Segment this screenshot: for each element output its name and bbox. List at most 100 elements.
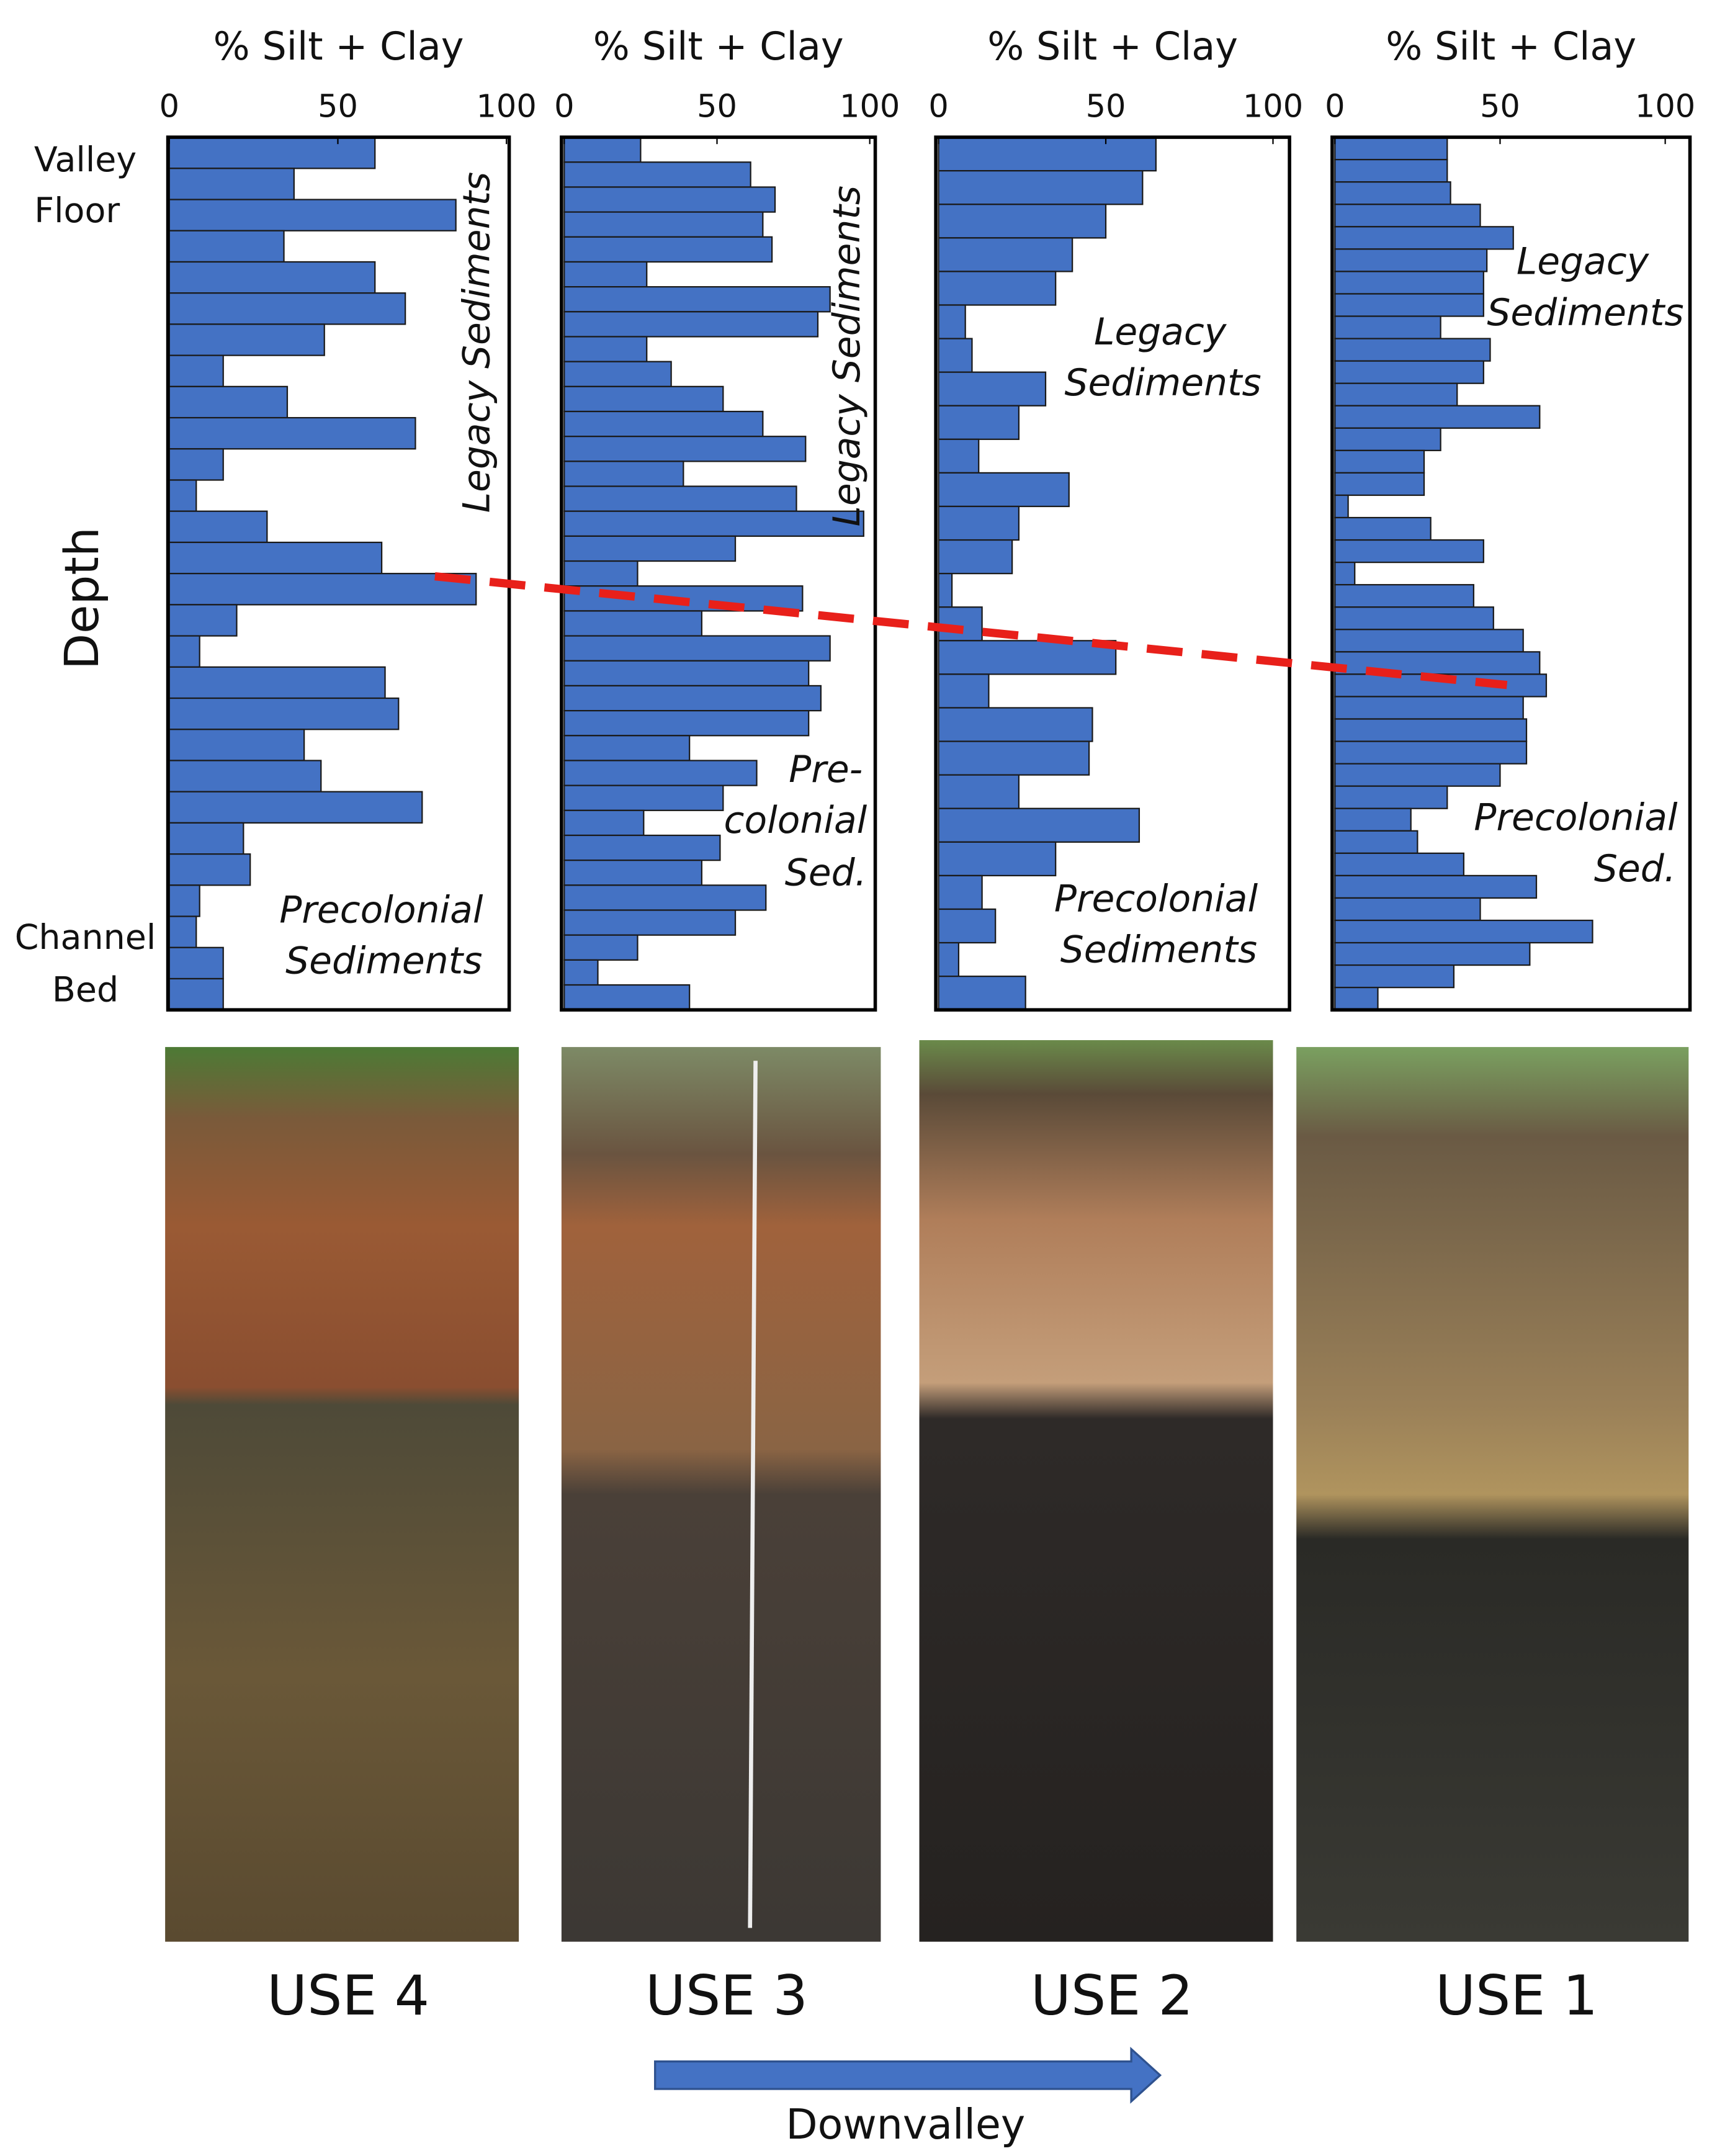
bar [938, 640, 1117, 675]
bar [563, 934, 639, 961]
caption: USE 3 [645, 1964, 808, 2028]
bar [168, 604, 238, 637]
bar [563, 436, 807, 462]
bar [1334, 740, 1528, 765]
bar [168, 354, 224, 387]
bar [168, 230, 285, 263]
arrow [654, 2046, 1162, 2104]
bar [168, 323, 325, 356]
bar [168, 573, 477, 606]
bar [168, 697, 400, 730]
bottom-label: Channel [15, 918, 156, 958]
bar [563, 560, 639, 587]
bar [1334, 516, 1432, 541]
bar [168, 479, 197, 512]
bar [1334, 204, 1481, 228]
bar [563, 186, 776, 213]
bar [1334, 382, 1458, 406]
bar [168, 541, 383, 575]
bar [1334, 449, 1425, 474]
annotation: Legacy [1094, 310, 1227, 354]
bar [938, 271, 1057, 306]
bar [563, 610, 702, 637]
annotation: colonial [724, 799, 867, 842]
annotation: Legacy Sediments [455, 172, 498, 513]
bar [938, 841, 1057, 877]
bar [563, 161, 751, 188]
bar [168, 760, 322, 793]
bar [1334, 941, 1531, 966]
x-axis-title: % Silt + Clay [987, 24, 1238, 69]
bar [1334, 673, 1548, 698]
photo [919, 1040, 1273, 1942]
bar [563, 410, 764, 438]
bar [1334, 494, 1349, 519]
bar [1334, 405, 1541, 429]
bar [938, 338, 973, 373]
bar [563, 385, 724, 413]
photo [561, 1047, 881, 1942]
bar [563, 760, 758, 786]
bar [1334, 338, 1491, 362]
bar [1334, 181, 1451, 205]
bar [938, 304, 966, 339]
bar [168, 884, 200, 917]
bar [938, 371, 1047, 406]
annotation: Sediments [1487, 291, 1683, 335]
bar [168, 416, 416, 450]
bar [1334, 539, 1484, 564]
x-tick-label: 100 [476, 89, 536, 125]
bar [1334, 718, 1528, 742]
bar [1334, 852, 1465, 877]
x-tick-label: 100 [1635, 89, 1695, 125]
bar [563, 809, 645, 837]
caption: USE 4 [267, 1964, 429, 2028]
bar [938, 472, 1070, 508]
x-tick-label: 0 [928, 89, 948, 125]
annotation: Pre- [789, 748, 863, 791]
bar [563, 909, 737, 936]
bar [1334, 651, 1541, 675]
bar [563, 959, 599, 986]
bar [1334, 629, 1524, 653]
bar [938, 438, 980, 474]
bar [1334, 785, 1448, 809]
bar [1334, 987, 1379, 1011]
bar [1334, 159, 1448, 183]
annotation: Legacy [1517, 240, 1650, 284]
plot-frame [1330, 135, 1692, 1012]
annotation: Precolonial [1474, 796, 1678, 840]
bar [563, 485, 797, 512]
annotation: Sed. [785, 851, 867, 894]
bar [563, 535, 737, 562]
bar [1334, 874, 1538, 899]
plot-frame [166, 135, 511, 1012]
annotation: Sediments [1060, 928, 1257, 972]
x-tick-label: 50 [697, 89, 737, 125]
caption: USE 1 [1435, 1964, 1598, 2028]
bar [1334, 807, 1412, 832]
bar [168, 136, 376, 169]
bar [563, 884, 767, 911]
bar [168, 853, 251, 886]
bar [1334, 226, 1514, 250]
bar [938, 204, 1107, 239]
bar [168, 635, 200, 668]
bar [563, 510, 864, 537]
bar [938, 874, 983, 910]
bar [1334, 248, 1488, 272]
bar [1334, 360, 1484, 384]
annotation: Precolonial [1054, 878, 1258, 921]
bar [938, 606, 983, 642]
bar [1334, 897, 1481, 922]
bar [938, 807, 1141, 843]
bar [168, 791, 423, 824]
bar [938, 707, 1093, 742]
bar [1334, 271, 1484, 295]
bar [563, 860, 702, 886]
bar [168, 448, 224, 481]
bar [563, 311, 819, 338]
bar [938, 539, 1013, 575]
bar [938, 673, 990, 709]
bar [1334, 830, 1418, 854]
